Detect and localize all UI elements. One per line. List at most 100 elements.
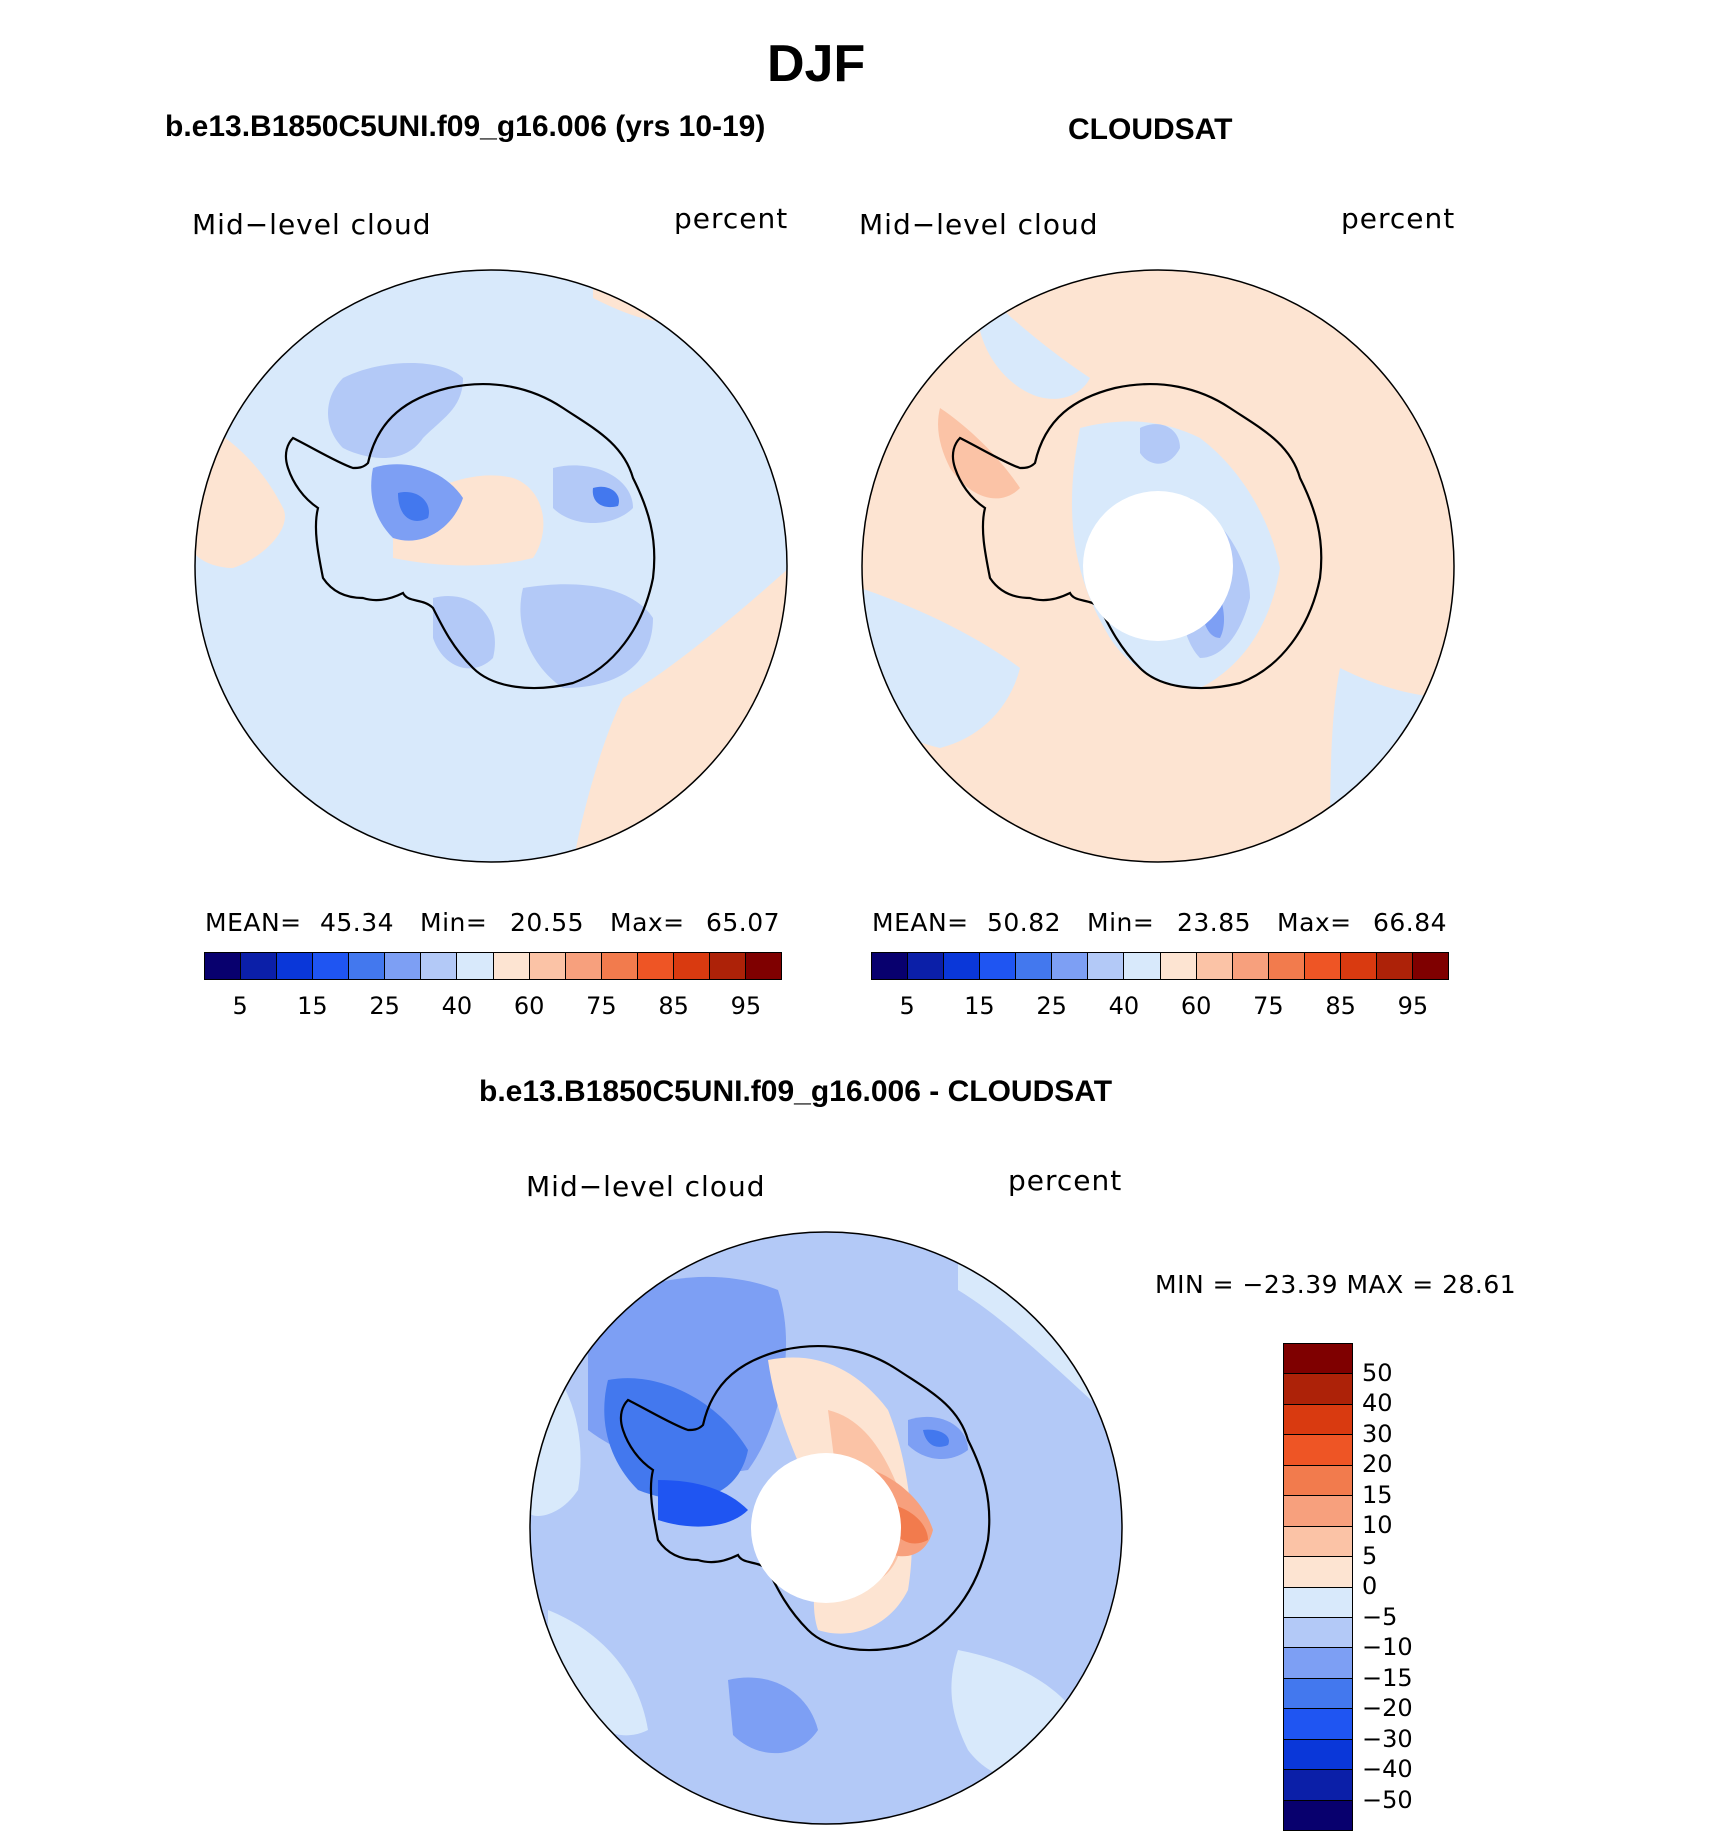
panel-3-cool-region xyxy=(604,1378,748,1500)
colorbar-tick-label: 30 xyxy=(1362,1419,1393,1448)
colorbar-tick-label: 75 xyxy=(586,992,617,1020)
colorbar-tick-label: 95 xyxy=(730,992,762,1020)
colorbar-swatch xyxy=(1284,1709,1352,1740)
colorbar-tick-label: −15 xyxy=(1362,1663,1413,1692)
colorbar-swatch xyxy=(908,953,945,979)
colorbar-swatch xyxy=(457,953,494,979)
panel-3-cool-region xyxy=(923,1429,949,1447)
panel-2-max-value: 66.84 xyxy=(1373,908,1448,937)
panel-2-antarctica-coastline xyxy=(951,382,1323,690)
colorbar-swatch xyxy=(1284,1404,1352,1436)
panel-1-mean-label: MEAN= xyxy=(205,908,302,937)
colorbar-swatch xyxy=(944,953,981,979)
colorbar-swatch xyxy=(1052,953,1089,979)
colorbar-swatch xyxy=(1196,953,1233,979)
colorbar-tick-label: −20 xyxy=(1362,1694,1413,1722)
colorbar-tick-label: 15 xyxy=(297,992,328,1020)
panel-3-title: b.e13.B1850C5UNI.f09_g16.006 - CLOUDSAT xyxy=(479,1075,1113,1108)
colorbar-swatch xyxy=(1284,1496,1352,1527)
panel-3-colorbar-ticks: 50 40 30 20 15 10 5 0 −5 −10 −15 −20 −30 −40 −50 xyxy=(1362,1343,1462,1831)
panel-1-min-label: Min= xyxy=(420,908,488,937)
panel-2-cool-region xyxy=(1140,424,1180,464)
colorbar-swatch xyxy=(1284,1374,1352,1405)
panel-3-polar-data-gap xyxy=(751,1453,901,1603)
colorbar-swatch xyxy=(1284,1739,1352,1771)
colorbar-tick-label: 5 xyxy=(1362,1541,1378,1570)
colorbar-tick-label: 40 xyxy=(441,992,473,1020)
colorbar-tick-label: 50 xyxy=(1362,1358,1393,1387)
colorbar-swatch xyxy=(1376,953,1413,979)
colorbar-swatch xyxy=(1284,1557,1352,1588)
panel-2-cool-region xyxy=(1330,668,1454,862)
colorbar-swatch xyxy=(1284,1344,1352,1375)
panel-2-colorbar-ticks: 5 15 25 40 60 75 85 95 xyxy=(871,992,1449,1022)
colorbar-swatch xyxy=(637,953,674,979)
panel-2-title: CLOUDSAT xyxy=(1068,113,1233,146)
panel-3-cool-region xyxy=(728,1677,818,1754)
colorbar-swatch xyxy=(1284,1800,1352,1830)
colorbar-swatch xyxy=(385,953,422,979)
panel-2-colorbar xyxy=(871,952,1449,980)
colorbar-swatch xyxy=(1160,953,1197,979)
panel-2-mean-value: 50.82 xyxy=(987,908,1062,937)
panel-2-cool-region xyxy=(977,288,1090,399)
panel-1-colorbar-ticks: 5 15 25 40 60 75 85 95 xyxy=(204,992,782,1022)
colorbar-swatch xyxy=(1284,1770,1352,1801)
colorbar-swatch xyxy=(1088,953,1125,979)
panel-1-antarctica-coastline xyxy=(284,382,656,690)
colorbar-tick-label: 40 xyxy=(1108,992,1140,1020)
colorbar-swatch xyxy=(241,953,278,979)
colorbar-tick-label: 15 xyxy=(964,992,995,1020)
panel-1-cool-region xyxy=(520,584,653,688)
panel-1-cool-region xyxy=(328,363,463,458)
colorbar-swatch xyxy=(313,953,350,979)
colorbar-tick-label: 95 xyxy=(1397,992,1429,1020)
colorbar-tick-label: 60 xyxy=(513,992,545,1020)
panel-1-variable-label: Mid−level cloud xyxy=(192,208,432,241)
colorbar-tick-label: −40 xyxy=(1362,1755,1413,1783)
colorbar-swatch xyxy=(872,953,909,979)
colorbar-tick-label: −10 xyxy=(1362,1633,1413,1661)
panel-1-title: b.e13.B1850C5UNI.f09_g16.006 (yrs 10-19) xyxy=(165,110,766,143)
colorbar-tick-label: −5 xyxy=(1362,1602,1398,1631)
colorbar-swatch xyxy=(1284,1617,1352,1649)
colorbar-swatch xyxy=(1412,953,1448,979)
panel-2-max-label: Max= xyxy=(1277,908,1352,937)
colorbar-tick-label: 60 xyxy=(1180,992,1212,1020)
panel-3-cool-region xyxy=(658,1480,748,1527)
figure-title: DJF xyxy=(767,35,866,93)
panel-3-units-label: percent xyxy=(1008,1164,1123,1197)
colorbar-swatch xyxy=(205,953,242,979)
colorbar-swatch xyxy=(529,953,566,979)
colorbar-swatch xyxy=(1284,1678,1352,1710)
colorbar-swatch xyxy=(1284,1648,1352,1679)
colorbar-swatch xyxy=(349,953,386,979)
colorbar-tick-label: 0 xyxy=(1362,1572,1378,1600)
panel-1-max-label: Max= xyxy=(610,908,685,937)
colorbar-swatch xyxy=(980,953,1017,979)
panel-3-variable-label: Mid−level cloud xyxy=(526,1170,766,1203)
colorbar-swatch xyxy=(1016,953,1053,979)
colorbar-swatch xyxy=(565,953,602,979)
panel-2-polar-data-gap xyxy=(1083,491,1233,641)
panel-2-map-border xyxy=(861,269,1455,863)
panel-2-cool-region xyxy=(862,588,1020,748)
colorbar-tick-label: 85 xyxy=(1325,992,1356,1020)
panel-1-min-value: 20.55 xyxy=(510,908,585,937)
panel-2-min-value: 23.85 xyxy=(1177,908,1252,937)
colorbar-swatch xyxy=(1284,1435,1352,1466)
panel-3-min-max: MIN = −23.39 MAX = 28.61 xyxy=(1155,1270,1517,1299)
colorbar-swatch xyxy=(745,953,781,979)
panel-1-max-value: 65.07 xyxy=(706,908,781,937)
panel-1-mean-value: 45.34 xyxy=(320,908,395,937)
panel-1-cool-region xyxy=(398,492,429,521)
colorbar-swatch xyxy=(1304,953,1341,979)
colorbar-swatch xyxy=(1232,953,1269,979)
colorbar-tick-label: 25 xyxy=(1036,992,1067,1020)
panel-1-map-border xyxy=(194,269,788,863)
colorbar-swatch xyxy=(709,953,746,979)
panel-3-map-border xyxy=(529,1231,1123,1825)
panel-1-cool-region xyxy=(592,486,619,508)
panel-3-polar-map xyxy=(529,1231,1123,1825)
colorbar-swatch xyxy=(493,953,530,979)
